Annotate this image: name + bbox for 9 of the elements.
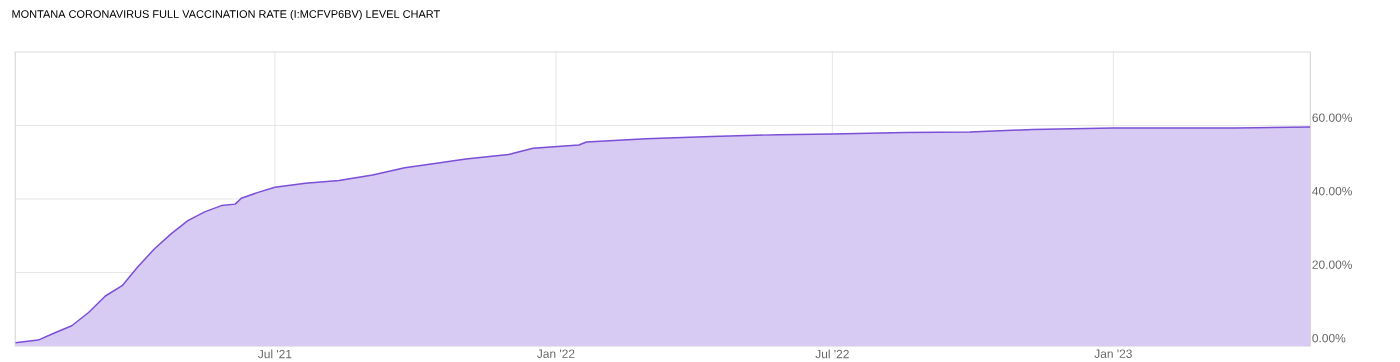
x-tick-label: Jul '22 [815, 349, 849, 359]
chart-title: MONTANA CORONAVIRUS FULL VACCINATION RATE (I:MCFVP6BV) LEVEL CHART [12, 10, 440, 21]
y-tick-label: 0.00% [1312, 334, 1346, 343]
y-tick-label: 60.00% [1312, 113, 1352, 123]
x-tick-label: Jan '22 [537, 349, 575, 359]
y-tick-label: 20.00% [1312, 260, 1352, 270]
x-tick-label: Jul '21 [257, 349, 292, 359]
x-tick-label: Jan '23 [1094, 349, 1132, 359]
y-tick-label: 40.00% [1312, 187, 1352, 196]
